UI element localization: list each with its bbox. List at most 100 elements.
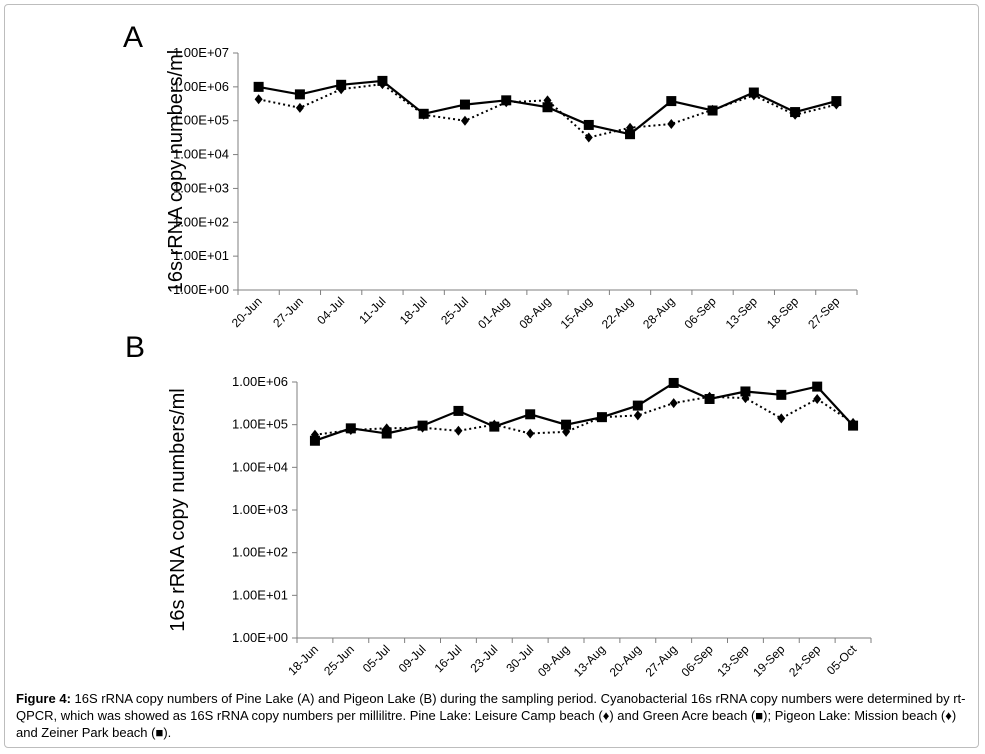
data-point-diamond	[254, 94, 263, 105]
data-point-square	[542, 102, 553, 113]
y-axis-label: 16s rRNA copy numbers/ml	[165, 50, 187, 293]
data-point-square	[459, 99, 470, 110]
data-point-square	[632, 400, 643, 411]
data-point-square	[812, 381, 823, 392]
x-tick-label: 09-Aug	[535, 642, 572, 679]
chart-panel-a: A 16s rRNA copy numbers/ml1.00E+00 1.00E+0…	[123, 21, 858, 331]
data-point-square	[489, 421, 500, 432]
x-tick-label: 25-Jun	[321, 642, 357, 678]
data-point-square	[831, 96, 842, 107]
data-point-square	[707, 105, 718, 116]
x-tick-label: 16-Jul	[432, 642, 465, 675]
data-point-square	[666, 96, 677, 107]
x-tick-label: 18-Jul	[397, 294, 430, 327]
x-tick-label: 30-Jul	[503, 642, 536, 675]
data-point-square	[294, 89, 305, 100]
x-tick-label: 13-Sep	[723, 294, 760, 331]
series-line	[258, 83, 837, 139]
data-point-square	[501, 95, 512, 106]
data-point-diamond	[813, 393, 822, 404]
data-point-diamond	[460, 115, 469, 126]
x-tick-label: 05-Oct	[824, 642, 860, 678]
figure-frame	[4, 4, 979, 748]
y-tick-label: 1.00E+01	[232, 587, 288, 602]
x-tick-label: 13-Aug	[571, 642, 608, 679]
x-tick-label: 27-Aug	[643, 642, 680, 679]
x-tick-label: 20-Aug	[607, 642, 644, 679]
data-point-diamond	[633, 410, 642, 421]
data-point-square	[596, 412, 607, 423]
x-tick-label: 23-Jul	[467, 642, 500, 675]
data-point-square	[625, 129, 636, 140]
data-point-square	[583, 119, 594, 130]
x-tick-label: 06-Sep	[681, 294, 718, 331]
y-tick-label: 1.00E+02	[232, 545, 288, 560]
x-tick-label: 20-Jun	[229, 294, 265, 330]
y-tick-label: 1.00E+05	[173, 113, 229, 128]
data-point-square	[381, 428, 392, 439]
x-tick-label: 18-Sep	[764, 294, 801, 331]
data-point-square	[309, 435, 320, 446]
data-point-diamond	[295, 102, 304, 113]
caption-text: 16S rRNA copy numbers of Pine Lake (A) a…	[16, 691, 966, 740]
x-tick-label: 25-Jul	[438, 294, 471, 327]
data-point-square	[525, 409, 536, 420]
x-tick-label: 15-Aug	[558, 294, 595, 331]
chart-panel-b: B 16s rRNA copy numbers/ml 1.00E+00 1.00E+0…	[125, 331, 872, 679]
x-tick-label: 09-Jul	[396, 642, 429, 675]
y-tick-label: 1.00E+04	[173, 147, 229, 162]
x-tick-label: 06-Sep	[678, 642, 715, 679]
series-line	[314, 395, 854, 436]
data-point-square	[561, 419, 572, 430]
x-tick-label: 22-Aug	[599, 294, 636, 331]
data-point-diamond	[626, 122, 635, 133]
y-tick-label: 1.00E+04	[232, 459, 288, 474]
y-tick-label: 1.00E+06	[173, 79, 229, 94]
x-tick-label: 27-Jun	[270, 294, 306, 330]
y-tick-label: 1.00E+07	[173, 45, 229, 60]
x-tick-label: 19-Sep	[750, 642, 787, 679]
x-tick-label: 08-Aug	[516, 294, 553, 331]
data-point-diamond	[526, 428, 535, 439]
y-tick-label: 1.00E+01	[173, 248, 229, 263]
data-point-square	[790, 107, 801, 118]
y-tick-label: 1.00E+03	[232, 502, 288, 517]
y-tick-label: 1.00E+05	[232, 417, 288, 432]
data-point-diamond	[584, 132, 593, 143]
data-point-square	[848, 420, 859, 431]
data-point-diamond	[454, 425, 463, 436]
x-tick-label: 18-Jun	[285, 642, 321, 678]
series-line	[314, 381, 854, 442]
x-tick-label: 28-Aug	[640, 294, 677, 331]
data-point-square	[748, 87, 759, 98]
data-point-square	[336, 79, 347, 90]
x-tick-label: 13-Sep	[714, 642, 751, 679]
data-point-square	[253, 81, 264, 92]
data-point-square	[453, 405, 464, 416]
data-point-square	[704, 393, 715, 404]
data-point-diamond	[669, 398, 678, 409]
panel-letter: B	[125, 331, 145, 364]
data-point-square	[377, 75, 388, 86]
data-point-square	[418, 108, 429, 119]
y-axis-label: 16s rRNA copy numbers/ml	[167, 388, 189, 631]
series-square-solid	[253, 75, 842, 140]
y-tick-label: 1.00E+00	[173, 282, 229, 297]
x-tick-label: 27-Sep	[805, 294, 842, 331]
series-square-solid	[309, 377, 859, 446]
y-tick-label: 1.00E+03	[173, 180, 229, 195]
data-point-diamond	[667, 118, 676, 129]
x-tick-label: 11-Jul	[356, 294, 388, 326]
x-tick-label: 05-Jul	[360, 642, 393, 675]
data-point-square	[740, 386, 751, 397]
panel-letter: A	[123, 21, 143, 54]
data-point-square	[345, 423, 356, 434]
x-tick-label: 01-Aug	[475, 294, 512, 331]
x-tick-label: 24-Sep	[786, 642, 823, 679]
y-tick-label: 1.00E+06	[232, 374, 288, 389]
data-point-square	[417, 420, 428, 431]
y-tick-label: 1.00E+02	[173, 214, 229, 229]
y-tick-label: 1.00E+00	[232, 630, 288, 645]
figure-caption: Figure 4: 16S rRNA copy numbers of Pine …	[16, 690, 971, 741]
